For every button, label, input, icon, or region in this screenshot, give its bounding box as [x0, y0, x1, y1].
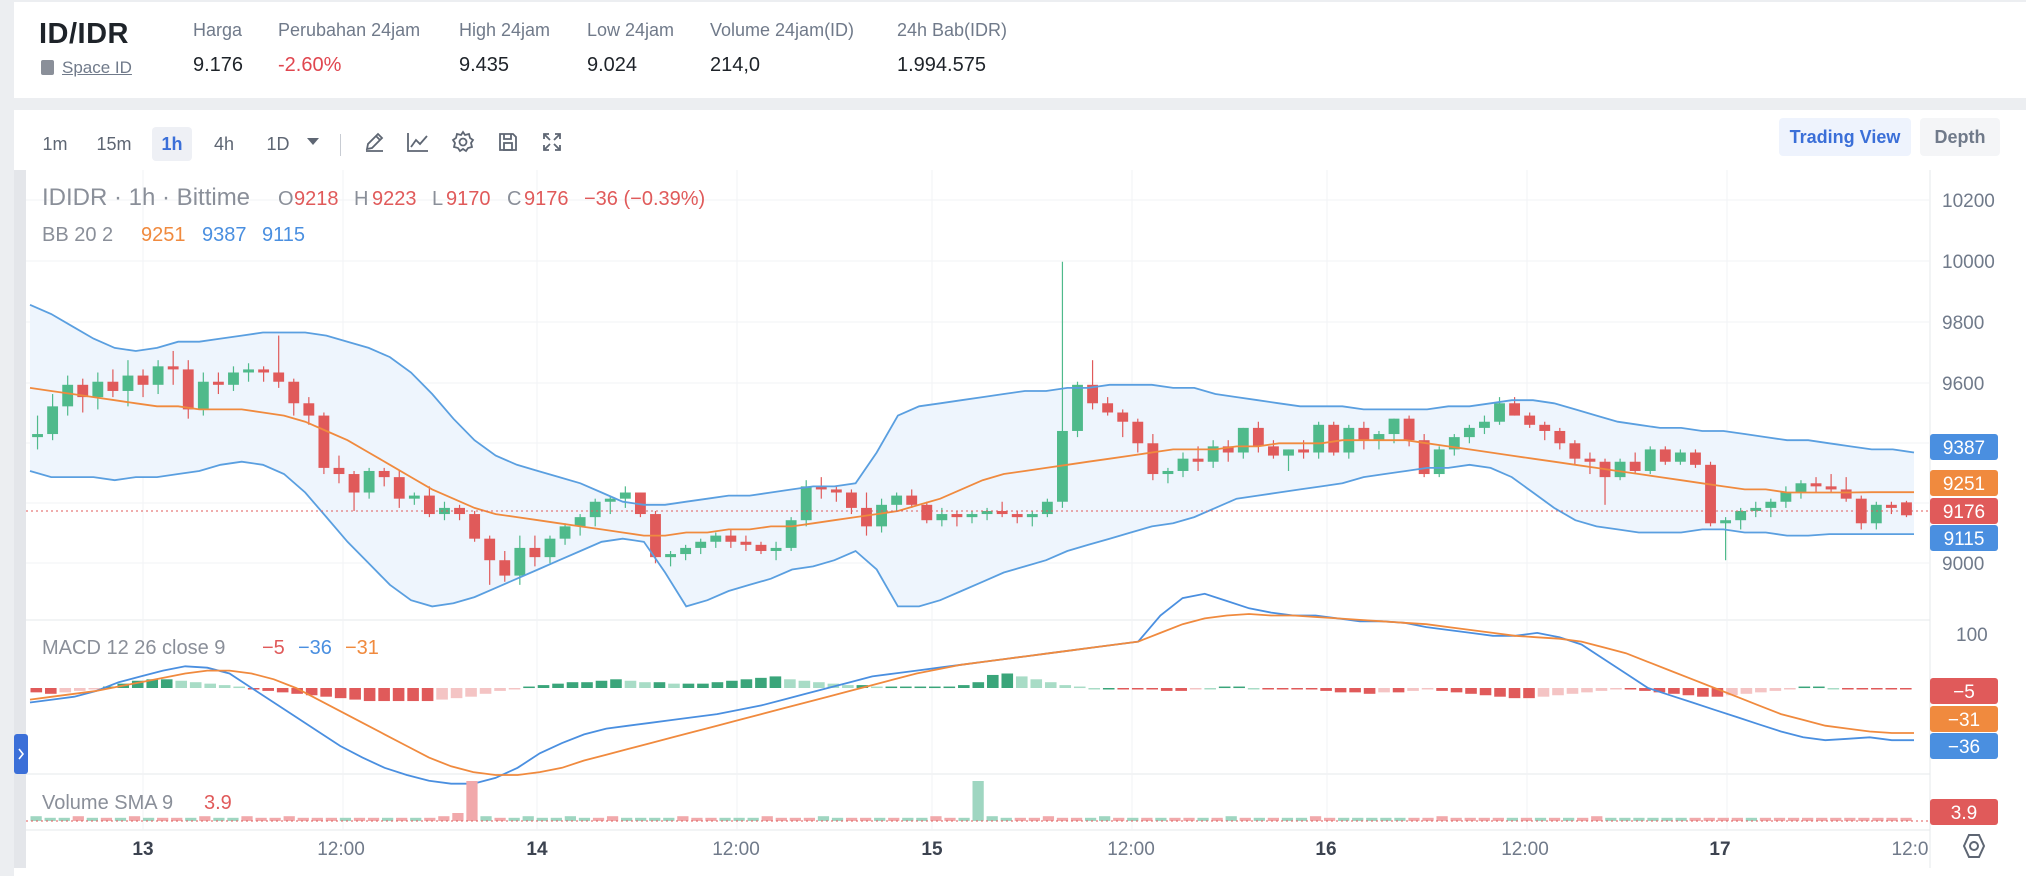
interval-1d[interactable]: 1D	[266, 134, 290, 154]
stat-high: High 24jam 9.435	[459, 20, 550, 77]
interval-1h[interactable]: 1h	[152, 127, 192, 161]
project-name[interactable]: Space ID	[62, 58, 132, 77]
interval-1m[interactable]: 1m	[42, 134, 68, 154]
stat-label: Perubahan 24jam	[278, 20, 421, 40]
stat-label: Volume 24jam(ID)	[710, 20, 855, 40]
stat-volume: Volume 24jam(ID) 214,0	[710, 20, 854, 77]
toolbar-divider	[340, 134, 341, 156]
depth-button[interactable]: Depth	[1920, 118, 2000, 156]
save-icon[interactable]	[491, 125, 525, 159]
stat-label: Harga	[193, 20, 243, 40]
project-link[interactable]: Space ID	[41, 58, 132, 78]
gear-icon[interactable]	[446, 125, 480, 159]
stat-value: 9.435	[459, 54, 510, 76]
stat-turnover: 24h Bab(IDR) 1.994.575	[897, 20, 1007, 77]
stat-value: 1.994.575	[897, 54, 986, 76]
fullscreen-icon[interactable]	[535, 125, 569, 159]
stat-value: 214,0	[710, 54, 761, 76]
stat-value: -2.60%	[278, 54, 342, 76]
pencil-icon[interactable]	[357, 125, 391, 159]
document-icon	[41, 60, 54, 75]
interval-4h[interactable]: 4h	[213, 134, 235, 154]
trading-view-button[interactable]: Trading View	[1779, 118, 1911, 156]
indicator-icon[interactable]	[401, 125, 435, 159]
stat-label: 24h Bab(IDR)	[897, 20, 1008, 40]
stat-change: Perubahan 24jam -2.60%	[278, 20, 420, 77]
interval-15m[interactable]: 15m	[96, 134, 132, 154]
stat-low: Low 24jam 9.024	[587, 20, 674, 77]
ticker-header: ID/IDR Space ID Harga 9.176 Perubahan 24j…	[14, 2, 2026, 98]
stat-label: High 24jam	[459, 20, 551, 40]
chart-panel: 1m 15m 1h 4h 1D Trading View Depth	[14, 110, 2026, 876]
stat-value: 9.024	[587, 54, 638, 76]
stat-label: Low 24jam	[587, 20, 675, 40]
stat-value: 9.176	[193, 54, 244, 76]
chevron-down-icon[interactable]	[296, 125, 330, 159]
stat-price: Harga 9.176	[193, 20, 243, 77]
pair-title: ID/IDR	[39, 18, 129, 50]
